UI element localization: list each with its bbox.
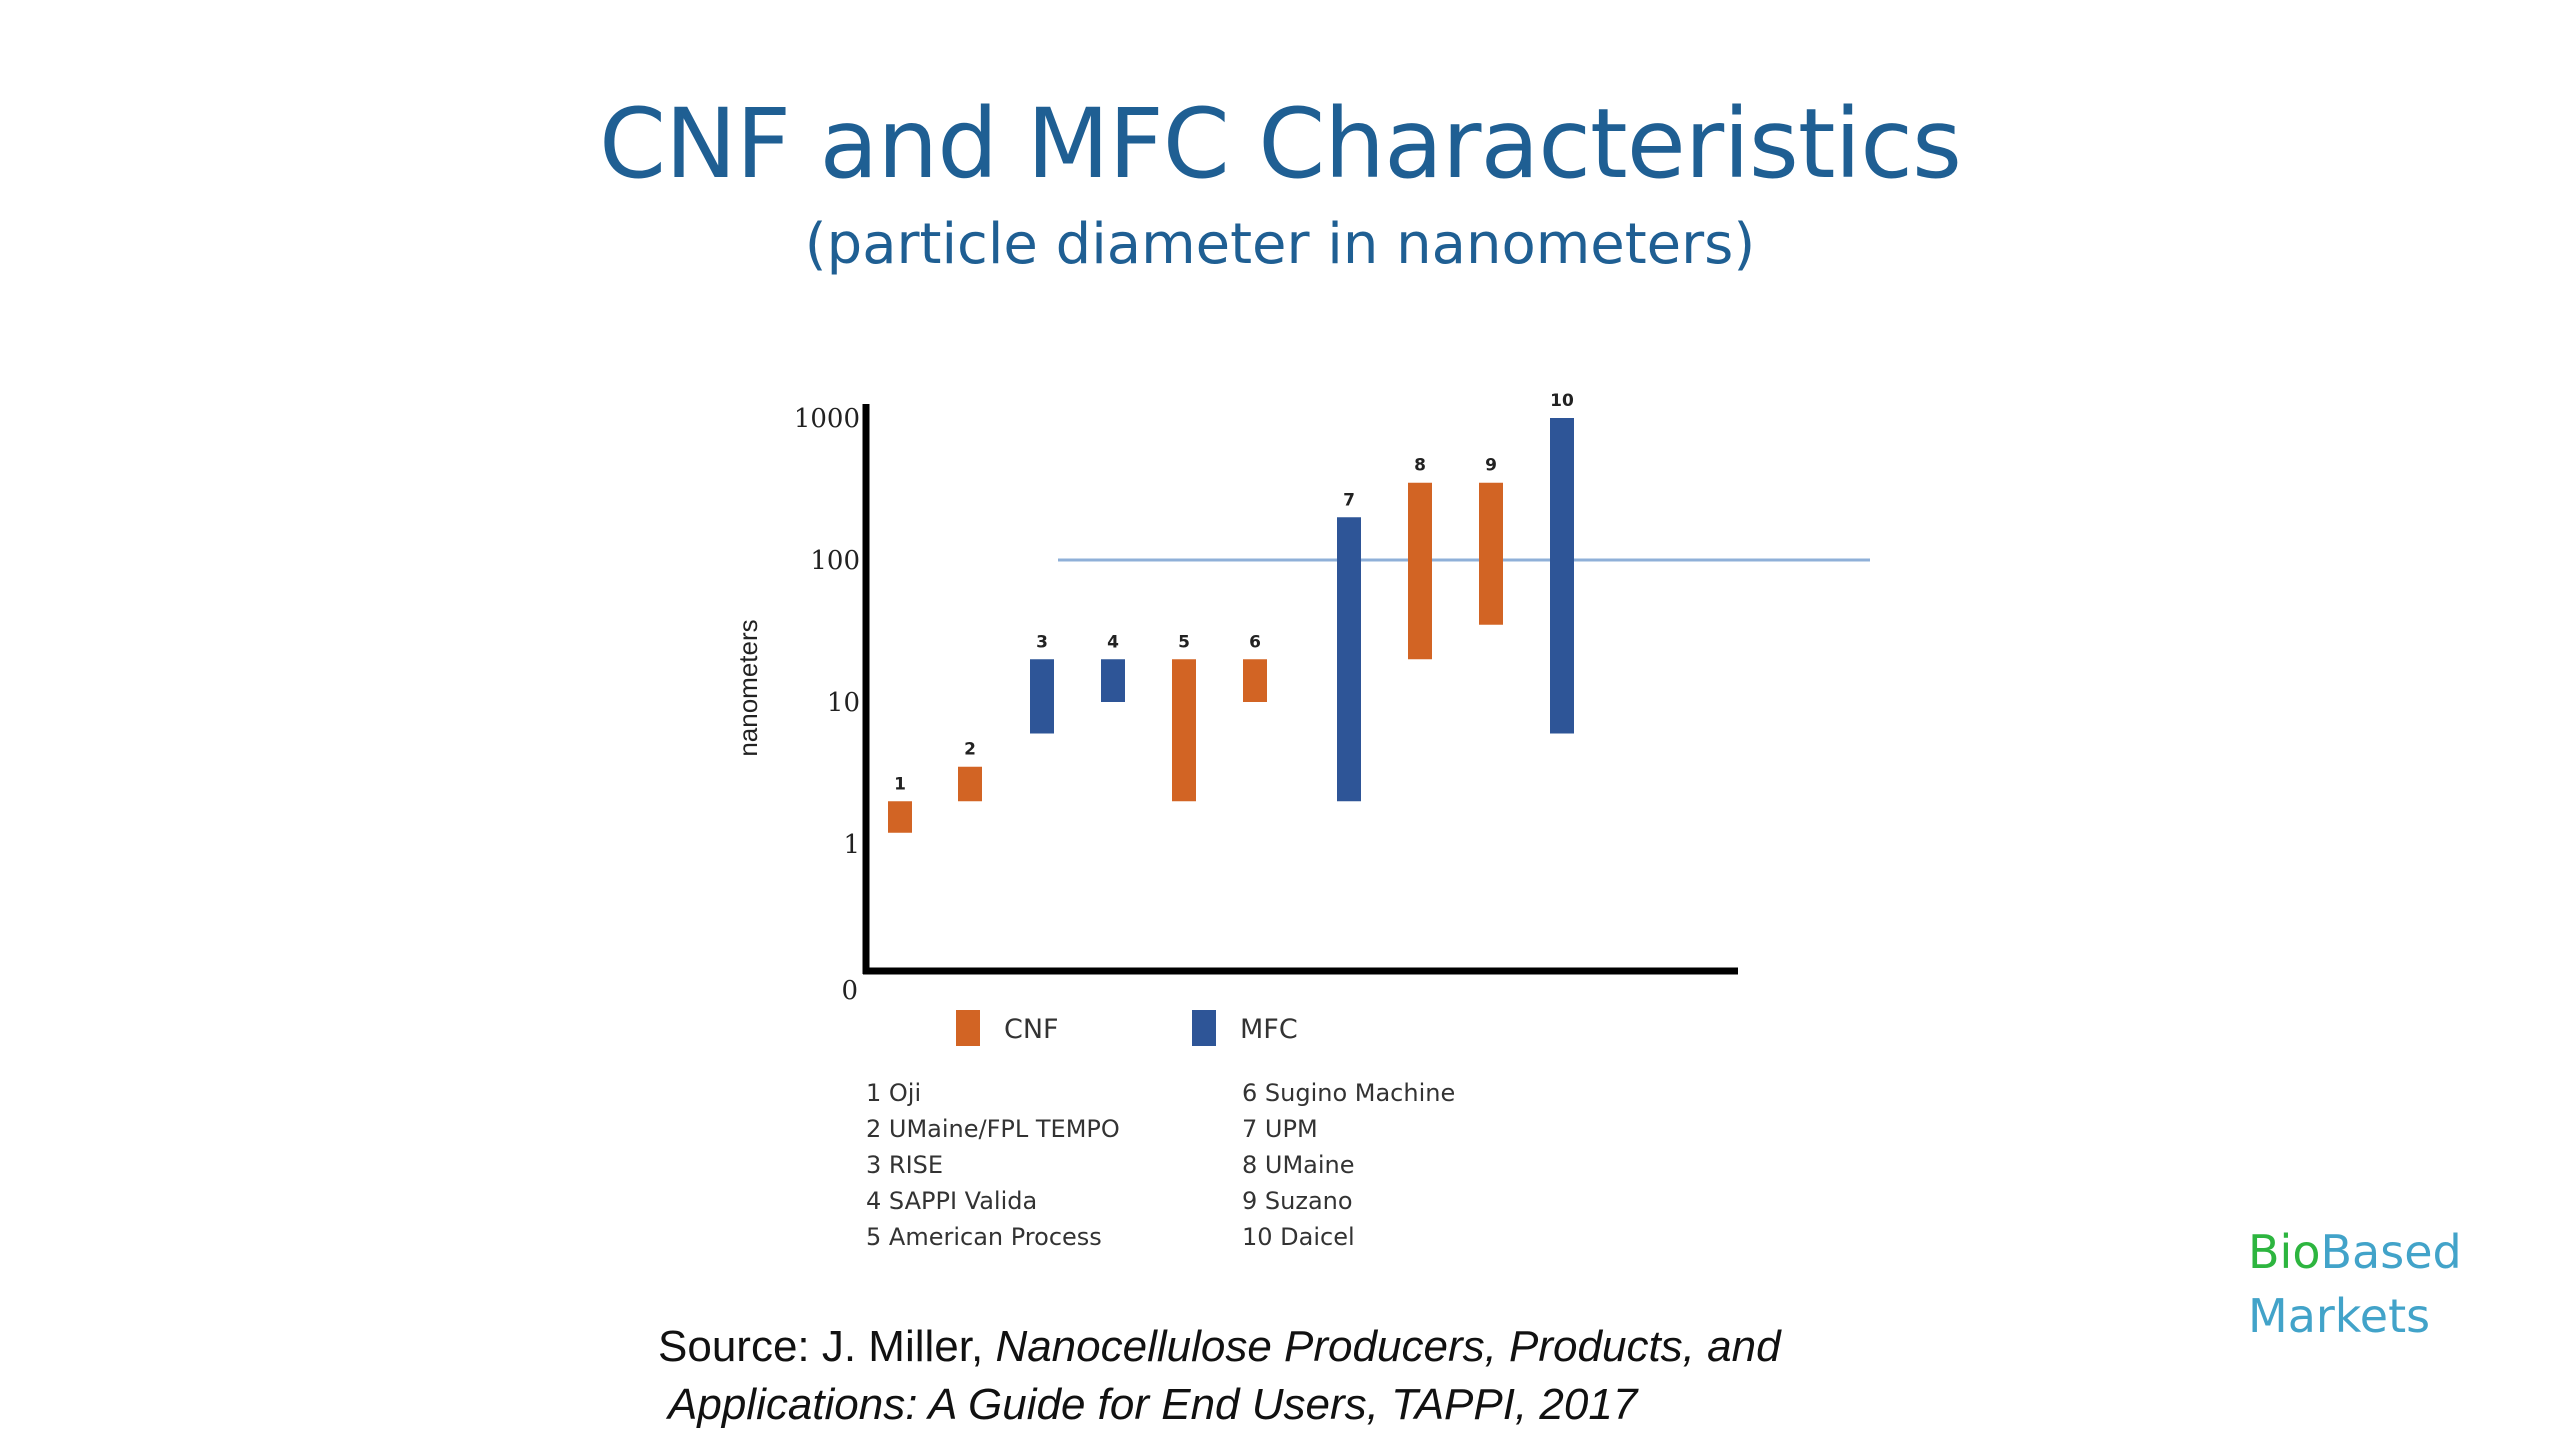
source-title: Nanocellulose Producers, Products, and xyxy=(995,1322,1781,1371)
bar-10 xyxy=(1550,418,1574,734)
y-tick-label: 0 xyxy=(841,976,858,1006)
producer-column-1: 1 Oji 2 UMaine/FPL TEMPO 3 RISE 4 SAPPI … xyxy=(866,1075,1120,1255)
producer-item: 9 Suzano xyxy=(1242,1187,1353,1215)
producer-item: 4 SAPPI Valida xyxy=(866,1187,1038,1215)
producer-item: 6 Sugino Machine xyxy=(1242,1079,1456,1107)
brand-markets: Markets xyxy=(2248,1289,2431,1343)
y-tick-label: 10 xyxy=(827,688,860,718)
bar-4 xyxy=(1101,659,1125,702)
slide-subtitle: (particle diameter in nanometers) xyxy=(804,212,1756,277)
bar-2 xyxy=(958,766,982,802)
legend-label-mfc: MFC xyxy=(1240,1014,1298,1045)
bar-label-5: 5 xyxy=(1178,632,1190,652)
y-tick-label: 100 xyxy=(810,546,860,576)
producer-item: 1 Oji xyxy=(866,1079,922,1107)
bar-6 xyxy=(1243,659,1267,702)
slide-title: CNF and MFC Characteristics xyxy=(598,88,1962,200)
bar-1 xyxy=(888,801,912,833)
biobased-markets-logo: BioBased Markets xyxy=(2248,1220,2462,1348)
bar-label-3: 3 xyxy=(1036,632,1048,652)
legend-swatch-cnf xyxy=(956,1010,980,1046)
bar-9 xyxy=(1479,482,1503,625)
producer-column-2: 6 Sugino Machine 7 UPM 8 UMaine 9 Suzano… xyxy=(1242,1075,1455,1255)
y-tick-label: 1000 xyxy=(794,404,860,434)
bar-8 xyxy=(1408,482,1432,660)
bar-3 xyxy=(1030,659,1054,734)
legend-label-cnf: CNF xyxy=(1004,1014,1059,1045)
producer-item: 5 American Process xyxy=(866,1223,1102,1251)
bar-label-6: 6 xyxy=(1249,632,1261,652)
producer-item: 3 RISE xyxy=(866,1151,944,1179)
bar-7 xyxy=(1337,517,1361,802)
source-citation: Source: J. Miller, Nanocellulose Produce… xyxy=(658,1318,1781,1434)
legend-swatch-mfc xyxy=(1192,1010,1216,1046)
source-title-cont: Applications: A Guide for End Users, TAP… xyxy=(668,1380,1638,1429)
bar-label-1: 1 xyxy=(894,774,906,794)
bar-label-10: 10 xyxy=(1550,391,1574,411)
bar-5 xyxy=(1172,659,1196,802)
producer-item: 2 UMaine/FPL TEMPO xyxy=(866,1115,1120,1143)
bar-label-8: 8 xyxy=(1414,456,1426,476)
producer-item: 8 UMaine xyxy=(1242,1151,1355,1179)
y-axis-title: nanometers xyxy=(733,619,763,756)
producer-item: 7 UPM xyxy=(1242,1115,1318,1143)
producer-item: 10 Daicel xyxy=(1242,1223,1355,1251)
source-prefix: Source: J. Miller, xyxy=(658,1322,996,1371)
brand-based: Based xyxy=(2320,1225,2462,1279)
bar-label-7: 7 xyxy=(1343,490,1355,510)
bar-label-4: 4 xyxy=(1107,632,1119,652)
bar-label-2: 2 xyxy=(964,740,976,760)
bar-label-9: 9 xyxy=(1485,456,1497,476)
y-tick-label: 1 xyxy=(843,830,860,860)
brand-bio: Bio xyxy=(2248,1225,2321,1279)
